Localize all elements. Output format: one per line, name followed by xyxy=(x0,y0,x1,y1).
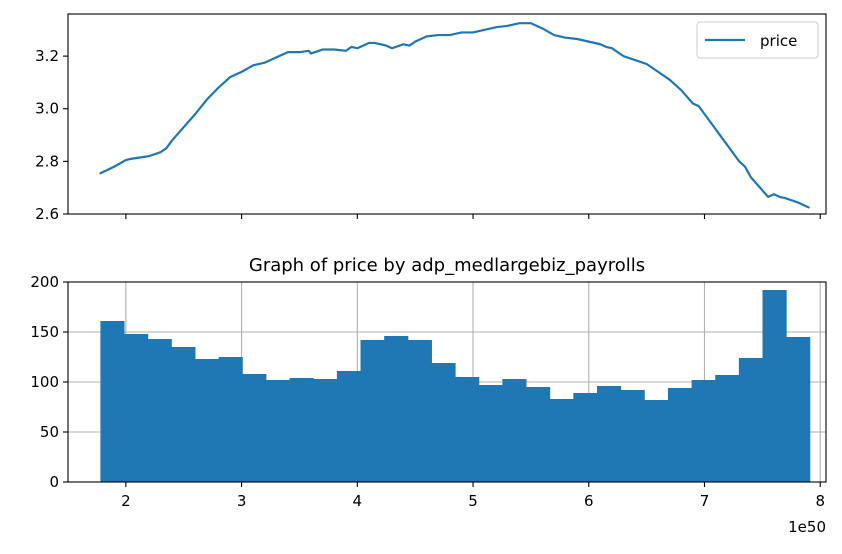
histogram-bar xyxy=(762,290,787,482)
legend-box xyxy=(696,21,819,59)
histogram-bar xyxy=(644,400,669,482)
y-tick-label: 0 xyxy=(49,473,59,491)
histogram-y-axis: 0 50 100 150 200 xyxy=(30,273,68,491)
x-tick-label: 5 xyxy=(468,492,478,510)
histogram-bar xyxy=(738,358,764,482)
y-tick-label: 50 xyxy=(40,423,59,441)
line-chart-x-axis xyxy=(125,214,821,219)
histogram-bar xyxy=(526,387,551,482)
x-tick-label: 3 xyxy=(237,492,247,510)
histogram-bar xyxy=(667,388,693,482)
y-tick-label: 2.6 xyxy=(35,205,59,223)
histogram-bar xyxy=(620,390,645,482)
histogram-title: Graph of price by adp_medlargebiz_payrol… xyxy=(249,255,645,276)
histogram-bar xyxy=(596,386,622,482)
x-axis-offset-label: 1e50 xyxy=(788,518,826,536)
histogram-bar xyxy=(171,347,196,482)
line-chart-frame xyxy=(67,13,827,215)
histogram-bar xyxy=(124,334,149,482)
x-tick-label: 6 xyxy=(584,492,594,510)
y-tick-label: 100 xyxy=(30,373,59,391)
histogram-bar xyxy=(384,336,409,482)
x-tick-label: 2 xyxy=(121,492,131,510)
histogram-bar xyxy=(336,371,362,482)
histogram-bar xyxy=(715,375,740,482)
histogram-bar xyxy=(431,363,456,482)
y-tick-label: 200 xyxy=(30,273,59,291)
histogram-bar xyxy=(691,380,716,482)
histogram-bar xyxy=(478,385,503,482)
legend: price xyxy=(696,21,819,59)
histogram-bar xyxy=(549,399,574,482)
histogram-bar xyxy=(194,359,220,482)
x-tick-label: 4 xyxy=(353,492,363,510)
histogram-bar xyxy=(407,340,432,482)
histogram-bar xyxy=(502,379,527,482)
histogram-bar xyxy=(218,357,243,482)
histogram-bar xyxy=(147,339,172,482)
x-tick-label: 8 xyxy=(815,492,825,510)
price-series-line xyxy=(99,22,810,209)
y-tick-label: 150 xyxy=(30,323,59,341)
legend-label-price: price xyxy=(760,32,797,50)
price-line-chart: 2.6 2.8 3.0 3.2 price xyxy=(35,13,827,223)
histogram-bar xyxy=(242,374,267,482)
histogram-frame xyxy=(67,281,827,483)
line-chart-y-axis: 2.6 2.8 3.0 3.2 xyxy=(35,47,68,223)
histogram-bar xyxy=(313,379,338,482)
x-tick-label: 7 xyxy=(700,492,710,510)
histogram-bar xyxy=(360,340,385,482)
histogram-bar xyxy=(100,321,125,482)
histogram-x-axis: 2 3 4 5 6 7 8 xyxy=(121,482,825,510)
histogram-bars xyxy=(100,290,811,482)
y-tick-label: 3.0 xyxy=(35,100,59,118)
price-histogram: Graph of price by adp_medlargebiz_payrol… xyxy=(30,255,827,536)
y-tick-label: 2.8 xyxy=(35,152,59,170)
histogram-bar xyxy=(573,393,598,482)
histogram-bar xyxy=(289,378,314,482)
histogram-bar xyxy=(265,380,291,482)
y-tick-label: 3.2 xyxy=(35,47,59,65)
histogram-bar xyxy=(786,337,811,482)
histogram-bar xyxy=(455,377,480,482)
